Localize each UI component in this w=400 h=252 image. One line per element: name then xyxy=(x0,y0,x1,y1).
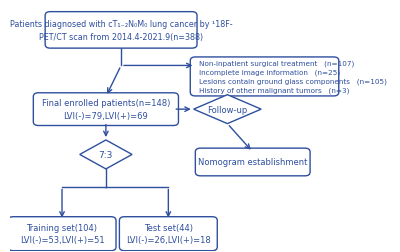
FancyBboxPatch shape xyxy=(8,217,116,251)
Text: Patients diagnosed with cT₁₋₂N₀M₀ lung cancer by ¹18F-
PET/CT scan from 2014.4-2: Patients diagnosed with cT₁₋₂N₀M₀ lung c… xyxy=(10,20,232,42)
FancyBboxPatch shape xyxy=(33,93,178,126)
Text: Training set(104)
LVI(-)=53,LVI(+)=51: Training set(104) LVI(-)=53,LVI(+)=51 xyxy=(20,223,104,244)
FancyBboxPatch shape xyxy=(119,217,217,251)
Text: 7:3: 7:3 xyxy=(99,150,113,159)
Text: Non-inpatient surgical treatment   (n=107)
Incomplete image information   (n=25): Non-inpatient surgical treatment (n=107)… xyxy=(199,60,387,94)
Text: Final enrolled patients(n=148)
LVI(-)=79,LVI(+)=69: Final enrolled patients(n=148) LVI(-)=79… xyxy=(42,99,170,120)
Text: Nomogram establishment: Nomogram establishment xyxy=(198,158,307,167)
FancyBboxPatch shape xyxy=(190,58,339,97)
Text: Follow-up: Follow-up xyxy=(207,105,248,114)
Polygon shape xyxy=(80,140,132,169)
FancyBboxPatch shape xyxy=(45,13,197,49)
Text: Test set(44)
LVI(-)=26,LVI(+)=18: Test set(44) LVI(-)=26,LVI(+)=18 xyxy=(126,223,211,244)
Polygon shape xyxy=(194,95,261,124)
FancyBboxPatch shape xyxy=(195,149,310,176)
